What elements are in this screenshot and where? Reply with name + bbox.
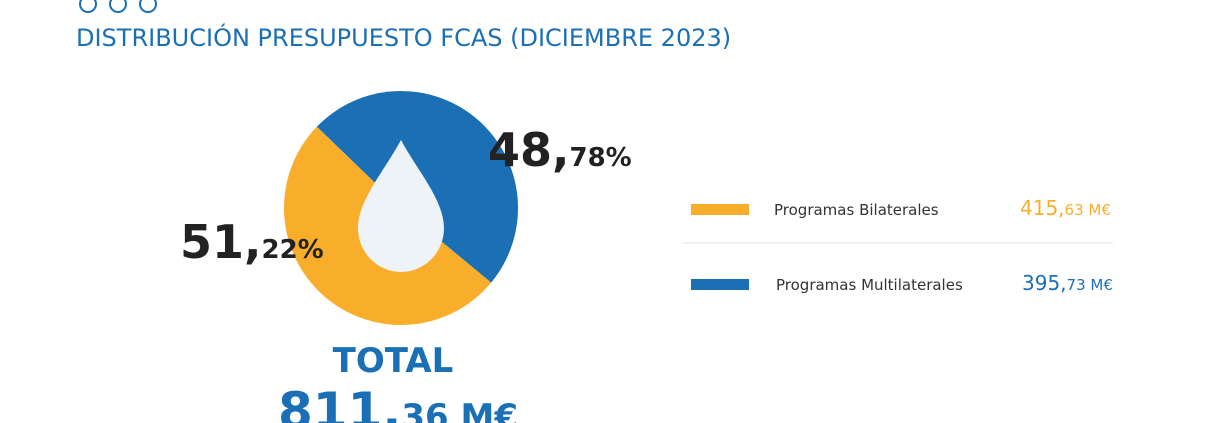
amount-label: 415,63 M€ <box>1020 196 1111 220</box>
legend-label: Programas Bilaterales <box>774 201 939 219</box>
legend-label: Programas Multilaterales <box>776 276 963 294</box>
value-label: 48,78% <box>488 123 632 177</box>
legend-swatch <box>691 279 749 290</box>
drop-icon <box>358 140 444 272</box>
total-label: TOTAL <box>333 341 454 381</box>
value-label: 51,22% <box>180 215 324 269</box>
logo-icon <box>79 0 157 13</box>
chart-title: DISTRIBUCIÓN PRESUPUESTO FCAS (DICIEMBRE… <box>76 22 731 52</box>
total-value: 811,36 M€ <box>278 382 518 423</box>
amount-label: 395,73 M€ <box>1022 271 1113 295</box>
legend-swatch <box>691 204 749 215</box>
